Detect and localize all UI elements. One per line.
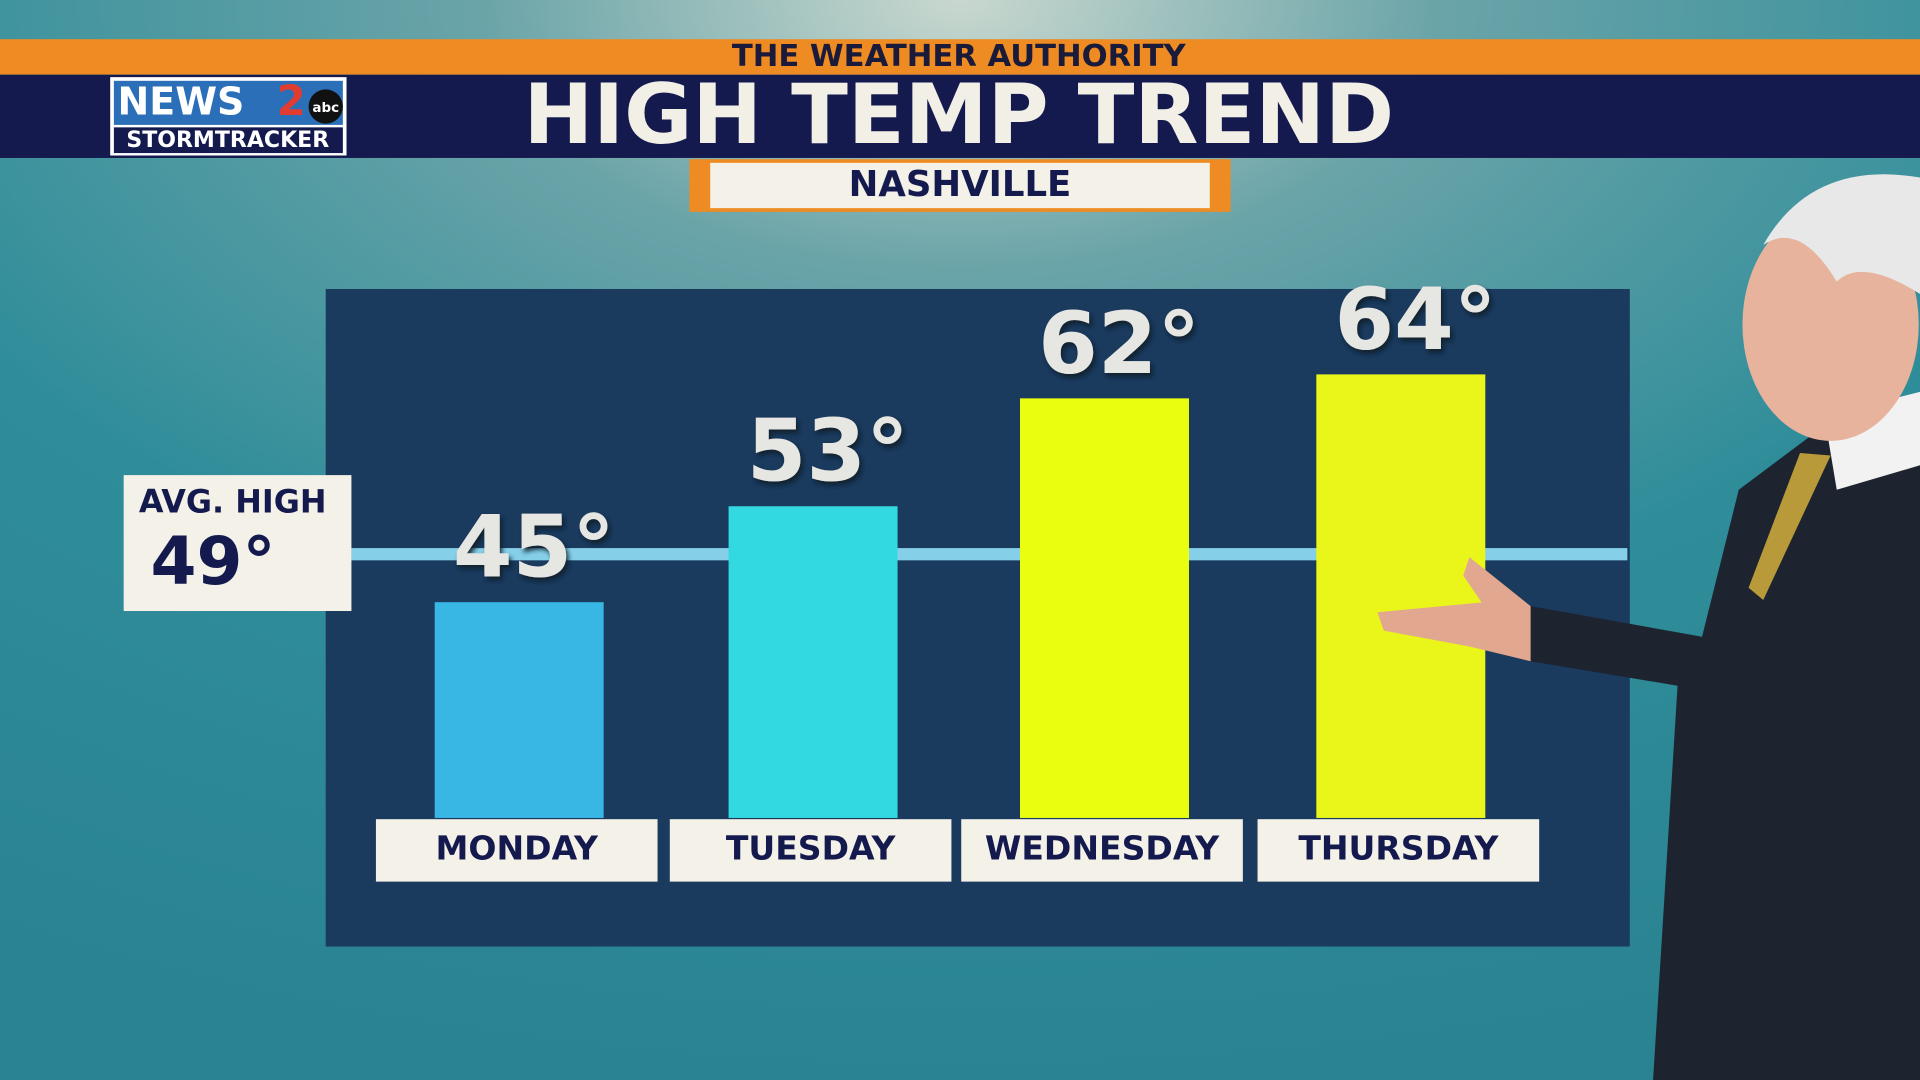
category-label: THURSDAY bbox=[1298, 828, 1499, 867]
category-label: MONDAY bbox=[436, 828, 599, 867]
presenter-tie bbox=[1748, 453, 1831, 600]
banner-bar bbox=[0, 39, 1920, 75]
chart-title: HIGH TEMP TREND bbox=[523, 66, 1394, 163]
bar bbox=[728, 506, 898, 818]
logo: NEWS 2 abc STORMTRACKER bbox=[110, 76, 347, 156]
bar bbox=[1316, 374, 1486, 818]
average-line bbox=[351, 548, 1628, 561]
value-label: 62° bbox=[1038, 294, 1200, 394]
presenter-hair bbox=[1763, 174, 1920, 294]
presenter-hand bbox=[1377, 557, 1531, 662]
average-box bbox=[123, 475, 352, 612]
average-label: AVG. HIGH bbox=[139, 482, 327, 520]
logo-top bbox=[113, 80, 343, 125]
logo-network: abc bbox=[312, 101, 339, 116]
chart-subtitle: NASHVILLE bbox=[849, 164, 1072, 205]
category-label: TUESDAY bbox=[726, 828, 897, 867]
logo-number: 2 bbox=[277, 76, 306, 125]
value-label: 45° bbox=[453, 498, 615, 598]
banner-text: THE WEATHER AUTHORITY bbox=[732, 39, 1187, 74]
category-box bbox=[961, 819, 1243, 882]
value-label: 64° bbox=[1334, 270, 1496, 370]
presenter bbox=[1377, 174, 1920, 1080]
bar bbox=[1020, 398, 1189, 818]
category-label: WEDNESDAY bbox=[985, 828, 1220, 867]
plot-area: 45° MONDAY 53° TUESDAY 62° WEDNESDAY 64° THURSD… bbox=[351, 270, 1628, 882]
presenter-suit bbox=[1530, 404, 1920, 1080]
subtitle-box bbox=[710, 162, 1210, 209]
category-box bbox=[375, 819, 658, 882]
average-value: 49° bbox=[151, 523, 276, 600]
logo-news: NEWS bbox=[118, 80, 245, 124]
category-box bbox=[669, 819, 952, 882]
category-box bbox=[1257, 819, 1540, 882]
logo-network-circle bbox=[308, 89, 343, 124]
bar bbox=[434, 602, 604, 818]
value-label: 53° bbox=[747, 402, 909, 502]
logo-brand: STORMTRACKER bbox=[126, 128, 329, 153]
logo-bottom bbox=[113, 127, 343, 154]
